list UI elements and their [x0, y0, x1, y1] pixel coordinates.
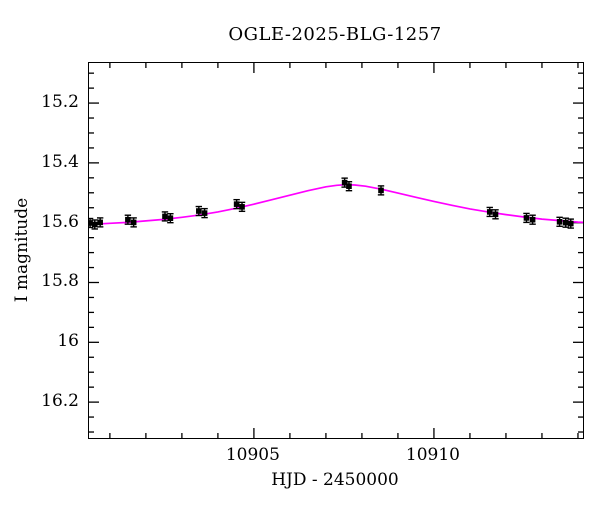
- data-point: [97, 219, 103, 226]
- data-point: [125, 216, 131, 223]
- data-point: [486, 209, 493, 215]
- data-point: [239, 204, 245, 210]
- data-point: [201, 210, 208, 216]
- data-point: [167, 215, 174, 222]
- y-tick-label: 16.2: [41, 391, 79, 412]
- x-tick-label: 10910: [405, 445, 460, 465]
- data-point: [378, 187, 384, 194]
- plot-area: [88, 62, 584, 439]
- data-point: [529, 216, 536, 223]
- x-axis-title: HJD - 2450000: [271, 470, 399, 490]
- data-point: [523, 215, 530, 221]
- chart-title: OGLE-2025-BLG-1257: [228, 24, 442, 45]
- data-point: [89, 220, 93, 226]
- data-point: [196, 208, 202, 214]
- y-tick-label: 16: [57, 331, 79, 352]
- data-point: [567, 220, 574, 227]
- data-point: [556, 218, 563, 225]
- data-point: [91, 221, 98, 228]
- data-point: [492, 211, 499, 218]
- y-tick-label: 15.2: [41, 92, 79, 113]
- y-tick-label: 15.8: [41, 271, 79, 292]
- data-point: [562, 219, 569, 226]
- y-tick-label: 15.6: [41, 211, 79, 232]
- data-point: [341, 179, 348, 186]
- data-point: [162, 213, 168, 220]
- y-tick-label: 15.4: [41, 151, 79, 172]
- data-point: [233, 201, 240, 207]
- x-tick-label: 10905: [225, 445, 280, 465]
- data-point: [346, 183, 352, 190]
- plot-canvas: [89, 63, 583, 438]
- data-point: [130, 219, 137, 226]
